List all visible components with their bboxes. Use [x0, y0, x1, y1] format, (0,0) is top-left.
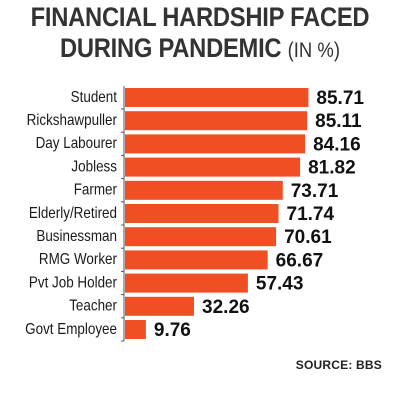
bar: [125, 134, 306, 154]
bar: [125, 227, 277, 247]
bar: [125, 296, 195, 316]
category-label: Rickshawpuller: [27, 112, 117, 129]
bar: [125, 88, 309, 107]
chart-bars: [125, 88, 309, 339]
value-label: 73.71: [291, 181, 339, 202]
value-label: 32.26: [202, 297, 250, 318]
category-label: Elderly/Retired: [29, 205, 117, 222]
bar: [125, 250, 268, 270]
category-label: Teacher: [69, 298, 117, 315]
value-label: 71.74: [287, 204, 335, 225]
bar: [125, 320, 146, 339]
category-label: Day Labourer: [36, 135, 117, 152]
value-label: 66.67: [276, 250, 324, 271]
value-label: 81.82: [308, 158, 356, 179]
bar: [125, 157, 301, 177]
chart-title-main: DURING PANDEMIC: [59, 33, 282, 63]
value-label: 85.71: [316, 88, 364, 109]
value-label: 70.61: [284, 227, 332, 248]
category-label: Jobless: [71, 158, 117, 175]
value-label: 85.11: [315, 111, 362, 132]
chart-axis: [121, 86, 125, 342]
category-label: Businessman: [36, 228, 117, 245]
chart-title-line-1: FINANCIAL HARDSHIP FACED: [30, 2, 370, 32]
chart-title-line-2: DURING PANDEMIC (IN %): [24, 33, 376, 66]
category-label: Govt Employee: [25, 321, 117, 338]
chart-title-unit: (IN %): [287, 39, 341, 62]
value-label: 9.76: [154, 320, 191, 341]
chart-title: FINANCIAL HARDSHIP FACED DURING PANDEMIC…: [24, 2, 376, 66]
category-label: Student: [71, 89, 117, 106]
chart-category-labels: Student Rickshawpuller Day Labourer Jobless…: [25, 89, 117, 338]
source-note: SOURCE: BBS: [295, 358, 382, 372]
bar: [125, 180, 283, 200]
bar: [125, 273, 248, 293]
value-label: 84.16: [313, 134, 361, 155]
value-label: 57.43: [256, 274, 304, 295]
category-label: Farmer: [74, 182, 117, 199]
category-label: Pvt Job Holder: [29, 274, 117, 291]
category-label: RMG Worker: [39, 251, 117, 268]
bar: [125, 111, 308, 131]
bar: [125, 204, 279, 223]
